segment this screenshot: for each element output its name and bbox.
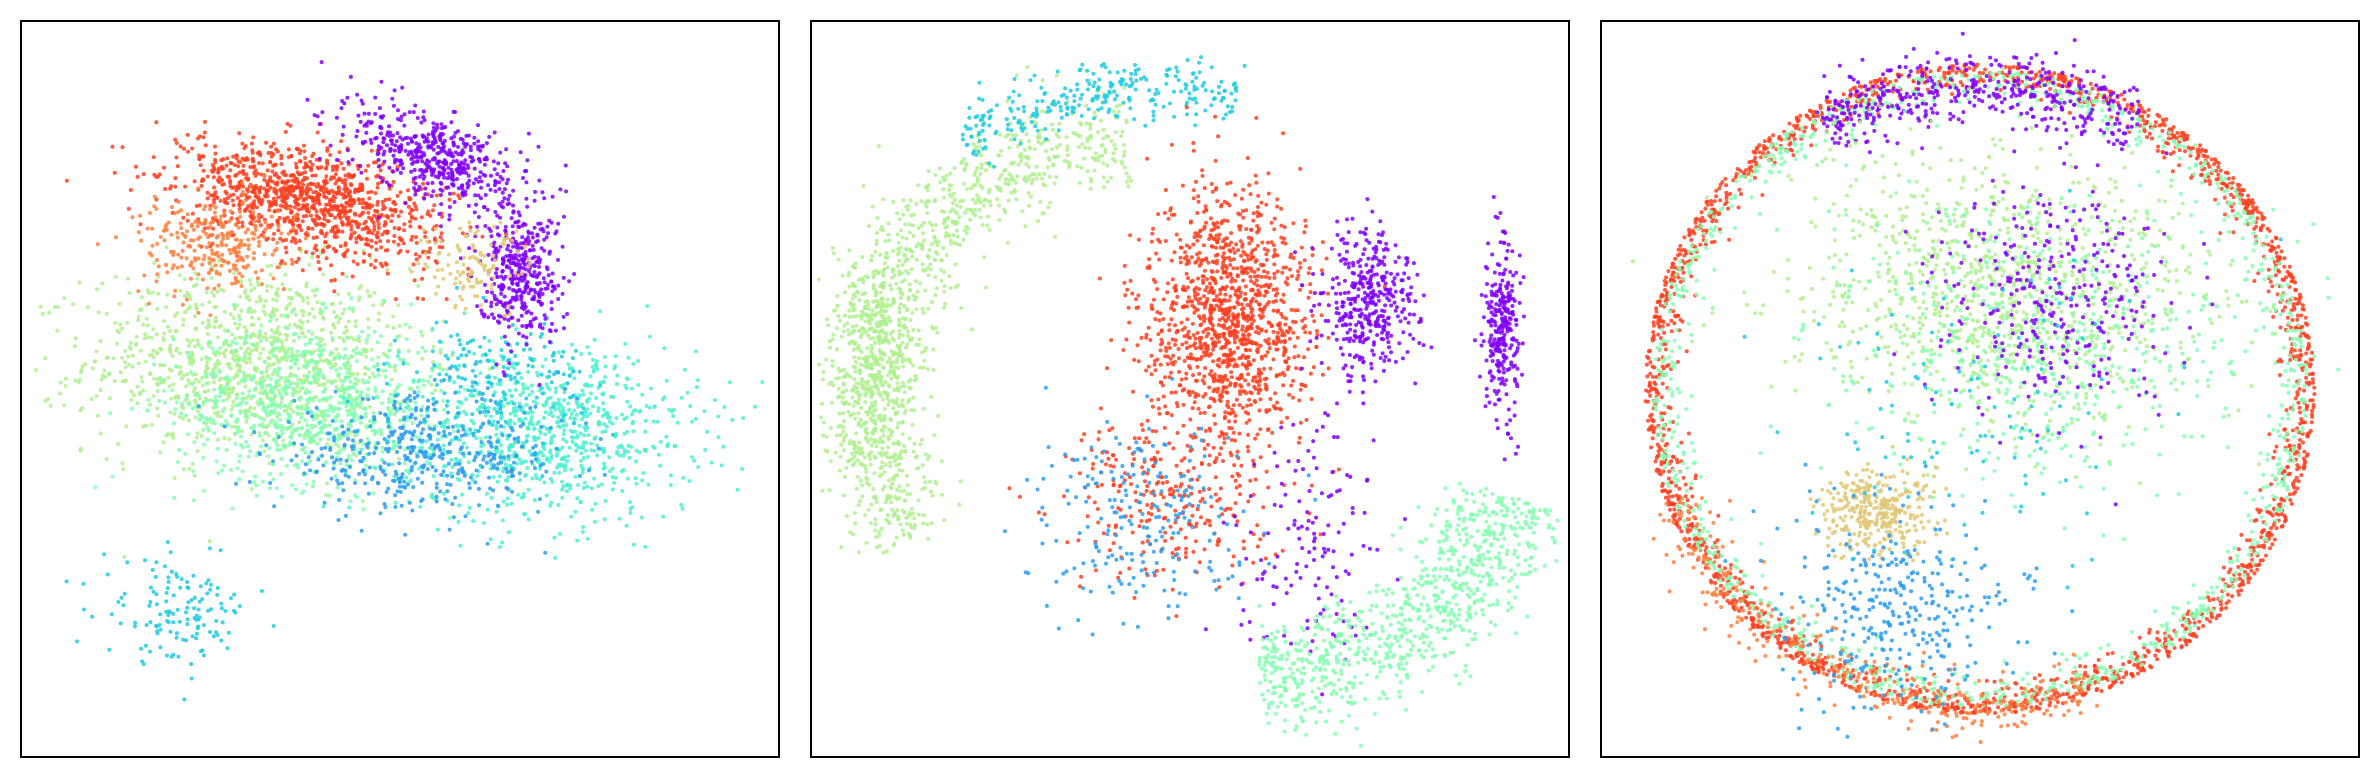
- cluster-mint: [93, 287, 528, 520]
- scatter-panel-1: [20, 20, 780, 758]
- cluster-cyan: [960, 55, 1247, 169]
- cluster-purple: [1815, 31, 2141, 155]
- cluster-cyan: [345, 285, 615, 479]
- cluster-purple: [1473, 195, 1526, 462]
- cluster-cyan: [1742, 188, 2283, 600]
- cluster-blue: [1003, 376, 1318, 637]
- cluster-purple: [1892, 132, 2215, 507]
- cluster-purple: [305, 60, 569, 229]
- cluster-red: [1007, 400, 1336, 619]
- scatter-plot-1: [34, 60, 765, 702]
- cluster-purple: [1203, 335, 1407, 697]
- cluster-lightgreen: [1631, 66, 2291, 486]
- cluster-blue: [1723, 462, 2075, 739]
- cluster-orange: [1651, 496, 2100, 744]
- cluster-mint: [1652, 70, 2309, 708]
- scatter-plot-2: [816, 55, 1560, 748]
- cluster-tan: [1808, 444, 1950, 563]
- scatter-panel-2: [810, 20, 1570, 758]
- cluster-orange: [95, 159, 308, 318]
- cluster-purple: [458, 176, 577, 387]
- cluster-red: [1097, 105, 1387, 529]
- cluster-mint: [1758, 109, 2341, 562]
- cluster-blue: [196, 366, 607, 555]
- cluster-lightgreen: [816, 183, 958, 541]
- scatter-plot-3: [1631, 31, 2341, 744]
- cluster-lightgreen: [820, 65, 1134, 555]
- scatter-panel-3: [1600, 20, 2360, 758]
- cluster-cyan: [64, 540, 276, 702]
- cluster-tan: [385, 220, 533, 318]
- cluster-purple: [1293, 197, 1434, 406]
- cluster-red: [1643, 62, 2317, 715]
- cluster-red: [64, 119, 528, 302]
- cluster-mint: [1257, 481, 1560, 748]
